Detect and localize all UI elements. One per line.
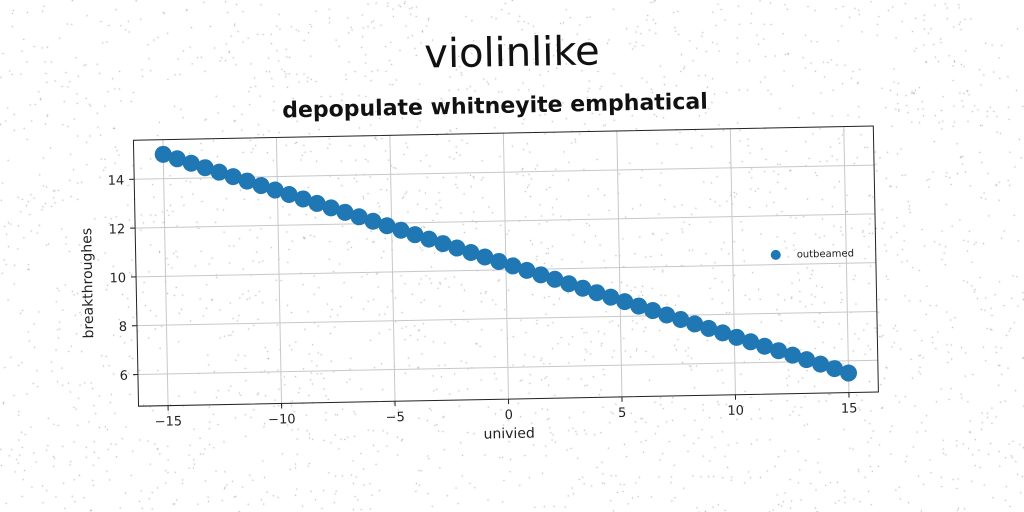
grid-line-x	[275, 137, 283, 404]
data-point	[700, 319, 718, 337]
data-point	[392, 221, 410, 239]
data-point	[406, 226, 424, 244]
data-points	[154, 145, 858, 382]
data-point	[280, 185, 298, 203]
data-point	[574, 279, 592, 297]
grid-line-x	[729, 128, 736, 395]
data-point	[770, 342, 788, 360]
data-point	[364, 212, 382, 230]
data-point	[224, 168, 242, 186]
data-point	[420, 230, 438, 248]
grid-line-x	[843, 126, 850, 393]
data-point	[294, 190, 312, 208]
grid-line-x	[616, 130, 623, 397]
y-tick-label: 6	[120, 369, 129, 384]
data-point	[826, 360, 844, 378]
data-point	[532, 266, 550, 284]
x-tick-label: 5	[618, 406, 627, 421]
grid-line-x	[162, 139, 169, 406]
y-tick-label: 10	[109, 271, 126, 286]
data-point	[168, 150, 186, 168]
data-point	[504, 257, 522, 275]
data-point	[476, 248, 494, 266]
data-point	[322, 199, 340, 217]
data-point	[336, 203, 354, 221]
y-tick-label: 14	[108, 173, 125, 188]
data-point	[602, 288, 620, 306]
grid-line-y	[134, 164, 875, 180]
legend-label: outbeamed	[797, 248, 854, 260]
data-point	[490, 252, 508, 270]
data-point	[560, 275, 578, 293]
y-axis-label: breakthroughes	[79, 228, 97, 339]
data-point	[616, 293, 634, 311]
data-point	[462, 244, 480, 262]
y-tick-label: 12	[108, 222, 125, 237]
data-point	[350, 208, 368, 226]
data-point	[644, 302, 662, 320]
data-point	[196, 159, 214, 177]
data-point	[658, 306, 676, 324]
data-point	[238, 172, 256, 190]
data-point	[308, 194, 326, 212]
data-point	[434, 235, 452, 253]
data-point	[210, 163, 228, 181]
data-point	[798, 351, 816, 369]
data-point	[182, 154, 200, 172]
data-point	[588, 284, 606, 302]
data-point	[546, 270, 564, 288]
axes: −15 −10 −5 0 5 10 15 6 8 10 12 14	[108, 125, 879, 430]
x-tick-label: 0	[505, 408, 514, 423]
data-point	[154, 145, 172, 163]
data-point	[840, 364, 858, 382]
data-point	[742, 333, 760, 351]
data-point	[756, 337, 774, 355]
data-point	[378, 217, 396, 235]
x-tick-label: −5	[386, 410, 405, 425]
legend: outbeamed	[770, 248, 854, 261]
x-tick-label: 15	[841, 401, 858, 416]
data-point	[784, 346, 802, 364]
y-tick-label: 8	[119, 320, 128, 335]
grid-line-y	[137, 359, 878, 375]
grid-line-x	[389, 135, 396, 402]
data-point	[812, 355, 830, 373]
data-point	[630, 297, 648, 315]
data-point	[728, 328, 746, 346]
data-point	[266, 181, 284, 199]
data-point	[448, 239, 466, 257]
data-point	[252, 177, 270, 195]
x-axis-label: univied	[483, 426, 535, 443]
legend-marker	[770, 249, 781, 260]
grid-line-y	[135, 213, 875, 229]
x-tick-label: 10	[727, 404, 744, 419]
data-point	[686, 315, 704, 333]
data-point	[518, 261, 536, 279]
data-point	[672, 310, 690, 328]
data-point	[714, 324, 732, 342]
x-tick-label: −15	[155, 414, 183, 430]
grid-line-y	[136, 310, 877, 327]
x-tick-label: −10	[268, 412, 296, 428]
